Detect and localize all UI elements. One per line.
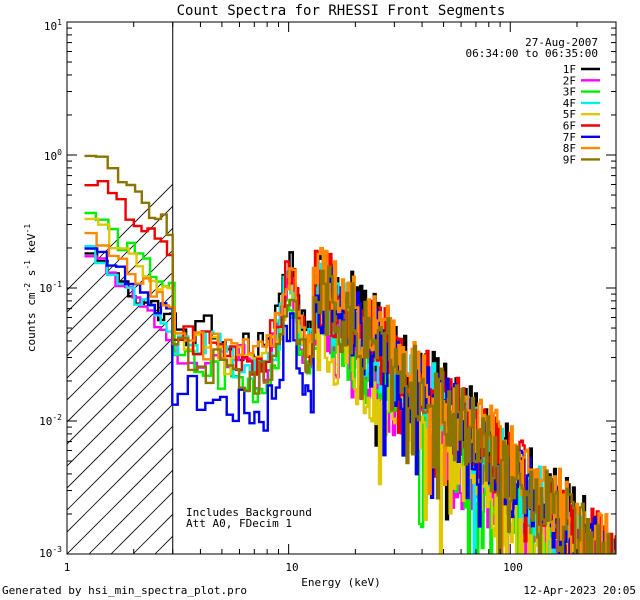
footer-generated-by: Generated by hsi_min_spectra_plot.pro <box>2 584 247 597</box>
x-tick-label-10: 10 <box>285 561 298 574</box>
legend-label-7f: 7F <box>563 131 576 144</box>
legend-label-6f: 6F <box>563 120 576 133</box>
x-tick-label-1: 1 <box>64 561 71 574</box>
legend-label-9f: 9F <box>563 153 576 166</box>
axis-ticks <box>66 21 617 555</box>
series-line-9f <box>84 154 616 554</box>
legend-label-3f: 3F <box>563 86 576 99</box>
y-axis-label: counts cm-2 s-1 keV-1 <box>23 224 38 352</box>
chart-title: Count Spectra for RHESSI Front Segments <box>177 3 506 19</box>
legend-label-1f: 1F <box>563 63 576 76</box>
legend-label-8f: 8F <box>563 142 576 155</box>
legend-label-2f: 2F <box>563 74 576 87</box>
footer-timestamp: 12-Apr-2023 20:05 <box>523 584 636 597</box>
y-tick-label-10-1: 101 <box>44 18 62 33</box>
y-tick-label-10-m1: 10-1 <box>39 280 62 295</box>
y-tick-label-10-0: 100 <box>44 148 62 163</box>
legend-label-4f: 4F <box>563 97 576 110</box>
date-label: 27-Aug-2007 <box>525 36 598 49</box>
annotation-attenuator: Att A0, FDecim 1 <box>186 517 292 530</box>
y-tick-label-10-m2: 10-2 <box>39 413 62 428</box>
x-axis-label: Energy (keV) <box>301 576 380 589</box>
y-tick-label-10-m3: 10-3 <box>39 545 62 560</box>
x-tick-label-100: 100 <box>503 561 523 574</box>
annotation-background: Includes Background <box>186 506 312 519</box>
time-range-label: 06:34:00 to 06:35:00 <box>466 47 598 60</box>
legend-label-5f: 5F <box>563 108 576 121</box>
